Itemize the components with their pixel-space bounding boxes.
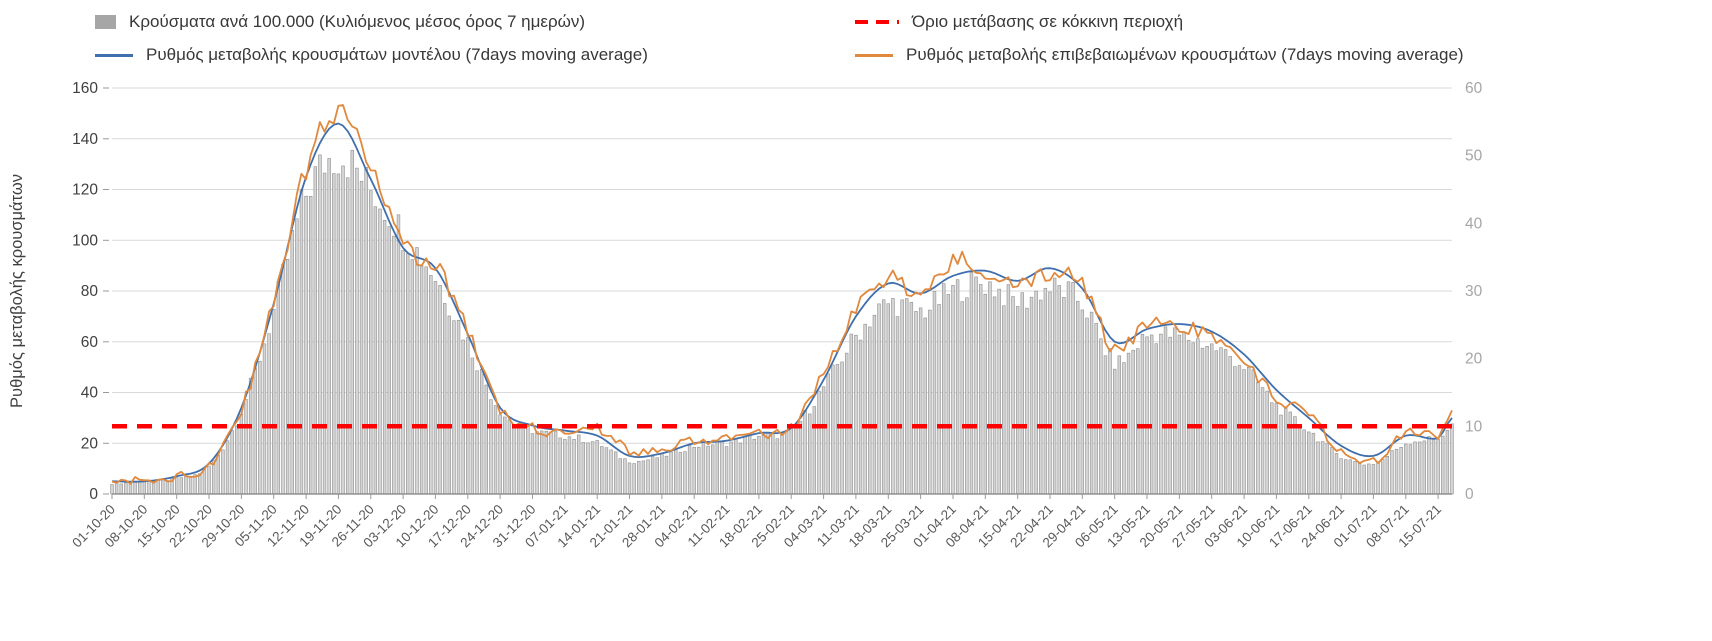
svg-text:10: 10 xyxy=(1465,418,1483,435)
svg-text:140: 140 xyxy=(72,131,98,148)
legend-item-threshold: Όριο μετάβασης σε κόκκινη περιοχή xyxy=(855,10,1464,34)
svg-text:0: 0 xyxy=(1465,486,1474,503)
svg-text:20: 20 xyxy=(1465,351,1483,368)
y-axis-title: Ρυθμός μεταβολής κρουσμάτων xyxy=(8,174,26,408)
svg-text:40: 40 xyxy=(81,385,99,402)
legend-label-cases-bars: Κρούσματα ανά 100.000 (Κυλιόμενος μέσος … xyxy=(129,12,586,31)
svg-text:80: 80 xyxy=(81,283,99,300)
gridlines xyxy=(112,87,1452,444)
bar-swatch-icon xyxy=(95,15,116,29)
svg-text:40: 40 xyxy=(1465,215,1483,232)
svg-text:50: 50 xyxy=(1465,148,1483,165)
svg-text:120: 120 xyxy=(72,182,98,199)
svg-text:60: 60 xyxy=(1465,80,1483,97)
orange-line-swatch-icon xyxy=(855,53,893,57)
right-axis-labels: 0 10 20 30 40 50 60 xyxy=(1465,80,1483,503)
legend-item-cases-bars: Κρούσματα ανά 100.000 (Κυλιόμενος μέσος … xyxy=(95,10,855,34)
x-axis-labels: 01-10-2008-10-2015-10-2022-10-2029-10-20… xyxy=(69,502,1444,551)
legend-label-model-rate: Ρυθμός μεταβολής κρουσμάτων μοντέλου (7d… xyxy=(146,45,648,64)
legend-item-model-rate: Ρυθμός μεταβολής κρουσμάτων μοντέλου (7d… xyxy=(95,43,855,67)
svg-text:160: 160 xyxy=(72,80,98,97)
legend-label-confirmed-rate: Ρυθμός μεταβολής επιβεβαιωμένων κρουσμάτ… xyxy=(906,45,1464,64)
model-rate-line xyxy=(111,122,1453,483)
x-axis-ticks xyxy=(111,494,1439,499)
legend-item-confirmed-rate: Ρυθμός μεταβολής επιβεβαιωμένων κρουσμάτ… xyxy=(855,43,1464,67)
cases-bars-series xyxy=(110,149,1454,495)
legend-label-threshold: Όριο μετάβασης σε κόκκινη περιοχή xyxy=(912,12,1184,31)
legend: Κρούσματα ανά 100.000 (Κυλιόμενος μέσος … xyxy=(95,10,1464,67)
confirmed-rate-line xyxy=(111,104,1453,485)
svg-text:30: 30 xyxy=(1465,283,1483,300)
svg-text:20: 20 xyxy=(81,435,99,452)
blue-line-swatch-icon xyxy=(95,53,133,57)
svg-text:0: 0 xyxy=(89,486,98,503)
dashed-line-swatch-icon xyxy=(855,20,899,24)
svg-text:100: 100 xyxy=(72,232,98,249)
left-axis-labels: 0 20 40 60 80 100 120 140 160 xyxy=(72,80,109,503)
svg-text:60: 60 xyxy=(81,334,99,351)
